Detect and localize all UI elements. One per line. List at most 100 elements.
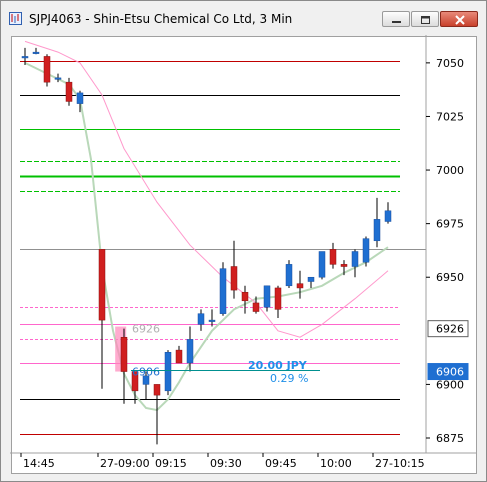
- x-tick-label: 14:45: [23, 457, 55, 470]
- candle: [351, 249, 359, 278]
- candle: [384, 202, 392, 224]
- candle: [131, 371, 139, 404]
- y-tick-label: 6950: [436, 271, 464, 284]
- candle-body: [296, 283, 304, 289]
- candle: [54, 73, 62, 83]
- candle: [307, 276, 315, 288]
- candle-body: [21, 56, 29, 59]
- moving-average-green: [24, 62, 389, 412]
- candle-body: [32, 51, 40, 54]
- candle-body: [241, 291, 249, 302]
- close-icon: [455, 15, 465, 25]
- candle-body: [219, 268, 227, 314]
- candle: [98, 249, 106, 389]
- candle-body: [208, 319, 216, 322]
- range-jpy-label: 20.00 JPY: [248, 359, 308, 372]
- candle-body: [43, 56, 51, 83]
- candle: [285, 260, 293, 288]
- selection-highlight: [115, 326, 127, 372]
- candle-body: [362, 238, 370, 263]
- candle-body: [175, 349, 183, 364]
- candle-body: [373, 219, 381, 242]
- candle-body: [252, 302, 260, 312]
- candle: [65, 77, 73, 106]
- price-tag-6926: [427, 320, 469, 338]
- candle-body: [329, 249, 337, 265]
- candle: [274, 285, 282, 318]
- moving-average-pink: [24, 40, 389, 338]
- price-chart[interactable]: 6926 6906 20.00 JPY 0.29 % 7050 7025 7000 6…: [10, 35, 476, 473]
- candle-body: [263, 285, 271, 308]
- candle-body: [131, 371, 139, 392]
- title-bar[interactable]: SJPJ4063 - Shin-Etsu Chemical Co Ltd, 3 …: [1, 1, 486, 35]
- price-label-6906: 6906: [132, 366, 160, 379]
- candle-body: [340, 264, 348, 267]
- candle: [362, 236, 370, 267]
- candle-body: [65, 81, 73, 102]
- x-tick-label: 10:00: [320, 457, 352, 470]
- candle-body: [186, 339, 194, 364]
- candle: [120, 328, 128, 404]
- y-tick-label: 7000: [436, 164, 464, 177]
- candle: [252, 296, 260, 314]
- candle: [32, 47, 40, 55]
- candle-body: [164, 352, 172, 392]
- close-button[interactable]: [440, 11, 478, 27]
- candle: [208, 309, 216, 327]
- candle: [153, 384, 161, 445]
- candle: [186, 326, 194, 372]
- candle-body: [351, 251, 359, 267]
- minimize-icon: [392, 21, 401, 23]
- candle-body: [307, 276, 315, 282]
- maximize-icon: [421, 16, 430, 24]
- candle: [241, 285, 249, 314]
- price-label-6926: 6926: [132, 323, 160, 336]
- price-tag-label: 6926: [436, 323, 464, 336]
- chart-area[interactable]: [11, 36, 477, 474]
- candle: [197, 309, 205, 331]
- x-tick-label: 09:15: [155, 457, 187, 470]
- candle-body: [120, 336, 128, 372]
- candle-body: [76, 92, 84, 104]
- chart-app-icon: [9, 12, 22, 25]
- candle-body: [285, 264, 293, 287]
- candle-body: [98, 249, 106, 321]
- window-title: SJPJ4063 - Shin-Etsu Chemical Co Ltd, 3 …: [29, 12, 293, 26]
- candle: [373, 197, 381, 248]
- candle-body: [197, 313, 205, 325]
- candle: [230, 240, 238, 299]
- y-tick-label: 6875: [436, 432, 464, 445]
- x-tick-label: 27-10:15: [375, 457, 425, 470]
- candle-body: [230, 266, 238, 291]
- y-tick-label: 6900: [436, 378, 464, 391]
- y-tick-label: 7025: [436, 110, 464, 123]
- x-tick-label: 09:30: [210, 457, 242, 470]
- x-tick-label: 09:45: [265, 457, 297, 470]
- maximize-button[interactable]: [411, 11, 439, 27]
- candle: [164, 350, 172, 396]
- range-percent-label: 0.29 %: [270, 372, 308, 385]
- candle: [318, 251, 326, 280]
- candle: [340, 260, 348, 276]
- price-tag-label: 6906: [436, 366, 464, 379]
- candle: [296, 270, 304, 299]
- candle: [21, 47, 29, 66]
- minimize-button[interactable]: [382, 11, 410, 27]
- candle-body: [54, 77, 62, 80]
- x-tick-label: 27-09:00: [100, 457, 150, 470]
- candle-body: [384, 210, 392, 222]
- candle: [329, 242, 337, 269]
- y-tick-label: 6975: [436, 218, 464, 231]
- candle-body: [318, 251, 326, 278]
- candle: [219, 262, 227, 316]
- candle-body: [274, 287, 282, 310]
- candle: [142, 371, 150, 400]
- y-tick-label: 7050: [436, 57, 464, 70]
- candle: [76, 90, 84, 113]
- candle: [175, 345, 183, 364]
- price-tag-6906: [427, 363, 469, 381]
- candle-body: [142, 375, 150, 385]
- candle-body: [153, 384, 161, 396]
- candle: [43, 54, 51, 87]
